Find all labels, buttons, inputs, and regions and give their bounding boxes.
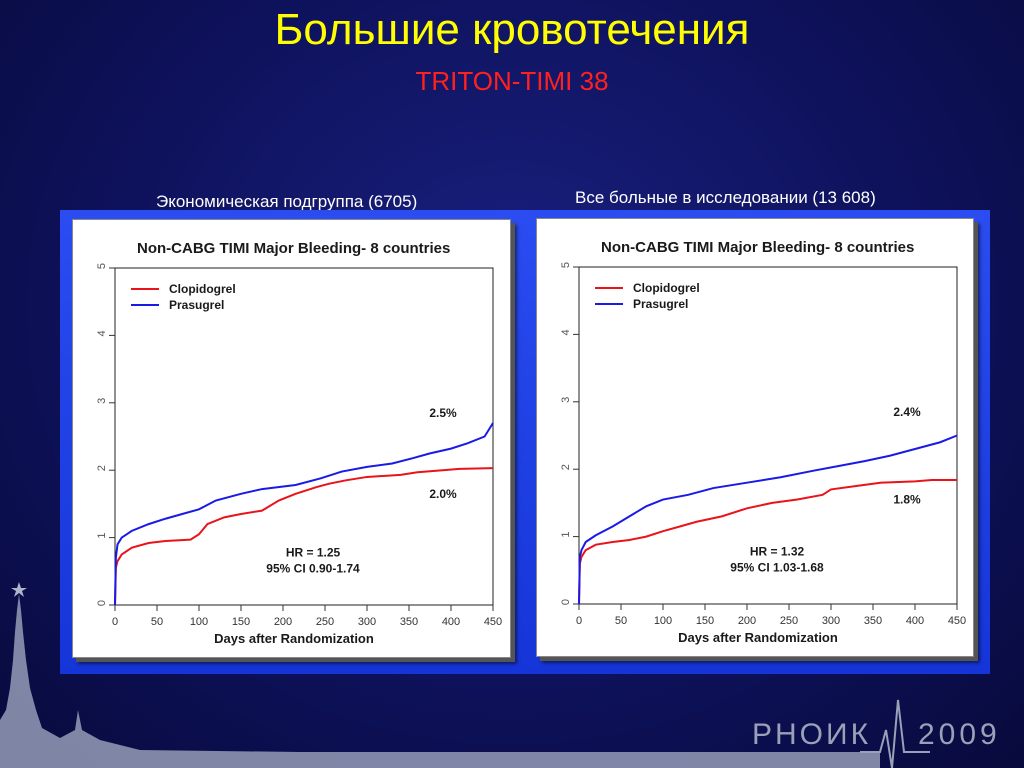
x-tick-label: 200 [274,616,292,628]
chart-title: Non-CABG TIMI Major Bleeding- 8 countrie… [601,239,914,256]
legend-label-prasugrel: Prasugrel [633,297,688,311]
y-tick-label: 0 [560,599,572,605]
y-tick-label: 2 [560,464,572,470]
x-tick-label: 0 [112,616,118,628]
legend-label-clopidogrel: Clopidogrel [633,281,700,295]
end-label-clopidogrel: 1.8% [893,493,921,507]
x-tick-label: 300 [822,615,840,627]
x-tick-label: 250 [316,616,334,628]
x-tick-label: 150 [232,616,250,628]
y-tick-label: 4 [96,330,108,336]
caption-left: Экономическая подгруппа (6705) [156,192,418,211]
x-tick-label: 50 [615,615,627,627]
x-tick-label: 200 [738,615,756,627]
logo-text: РНОИК [752,718,872,751]
x-tick-label: 350 [400,616,418,628]
x-tick-label: 100 [654,615,672,627]
chart-left-svg: Non-CABG TIMI Major Bleeding- 8 countrie… [96,240,502,646]
legend-label-clopidogrel: Clopidogrel [169,282,236,296]
x-tick-label: 0 [576,615,582,627]
y-tick-label: 4 [560,329,572,335]
x-tick-label: 350 [864,615,882,627]
hazard-ratio-label: HR = 1.32 [750,544,805,558]
end-label-clopidogrel: 2.0% [429,487,457,501]
y-tick-label: 5 [560,262,572,268]
x-tick-label: 50 [151,616,163,628]
chart-panel-right: Non-CABG TIMI Major Bleeding- 8 countrie… [536,218,974,657]
confidence-interval-label: 95% CI 0.90-1.74 [266,561,360,575]
logo-year: 2009 [918,718,1001,751]
slide-subtitle: TRITON-TIMI 38 [415,66,609,96]
x-tick-label: 450 [484,616,502,628]
y-tick-label: 3 [560,397,572,403]
y-tick-label: 0 [96,600,108,606]
caption-right: Все больные в исследовании (13 608) [575,188,876,207]
y-tick-label: 3 [96,398,108,404]
y-tick-label: 5 [96,263,108,269]
x-axis-label: Days after Randomization [678,630,838,645]
series-line-prasugrel [114,422,494,606]
series-line-prasugrel [578,434,958,605]
x-tick-label: 400 [906,615,924,627]
y-tick-label: 2 [96,465,108,471]
series-line-clopidogrel [114,467,494,606]
chart-title: Non-CABG TIMI Major Bleeding- 8 countrie… [137,240,450,257]
y-tick-label: 1 [96,533,108,539]
legend-label-prasugrel: Prasugrel [169,298,224,312]
end-label-prasugrel: 2.5% [429,406,457,420]
slide-title: Большие кровотечения [274,5,750,54]
star-icon [11,582,27,597]
x-tick-label: 450 [948,615,966,627]
y-tick-label: 1 [560,532,572,538]
end-label-prasugrel: 2.4% [893,405,921,419]
series-line-clopidogrel [578,478,957,605]
x-tick-label: 300 [358,616,376,628]
confidence-interval-label: 95% CI 1.03-1.68 [730,560,824,574]
x-tick-label: 400 [442,616,460,628]
chart-panel-left: Non-CABG TIMI Major Bleeding- 8 countrie… [72,219,511,658]
x-axis-label: Days after Randomization [214,631,374,646]
x-tick-label: 250 [780,615,798,627]
hazard-ratio-label: HR = 1.25 [286,545,341,559]
x-tick-label: 100 [190,616,208,628]
x-tick-label: 150 [696,615,714,627]
chart-right-svg: Non-CABG TIMI Major Bleeding- 8 countrie… [560,239,966,645]
